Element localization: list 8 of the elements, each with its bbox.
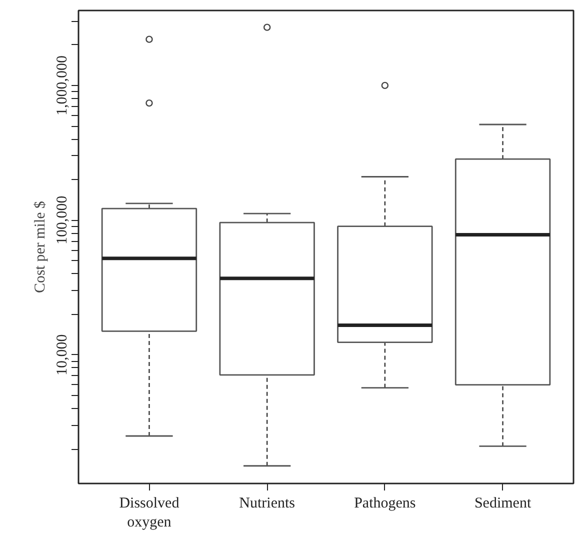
y-tick-label: 1,000,000	[54, 55, 70, 116]
x-tick-label: Sediment	[474, 496, 532, 512]
y-axis-title: Cost per mile $	[32, 200, 48, 294]
x-tick-label: Dissolved oxygen	[119, 496, 180, 531]
y-tick-label: 100,000	[54, 196, 70, 245]
x-tick-label: Pathogens	[354, 496, 416, 512]
x-tick-label: Nutrients	[239, 496, 296, 512]
y-tick-label: 10,000	[54, 334, 70, 376]
